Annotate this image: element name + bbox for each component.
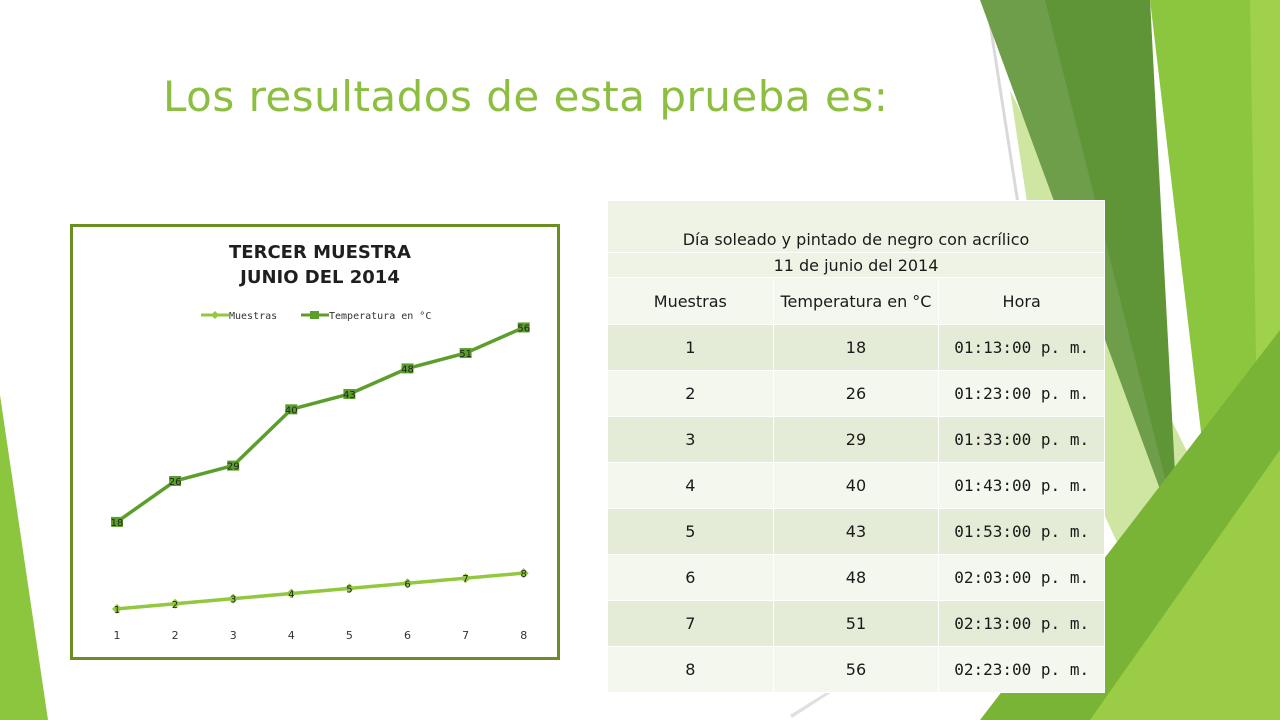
cell-temperatura: 56 — [772, 646, 940, 693]
cell-muestra: 1 — [607, 324, 774, 371]
series-marker — [459, 348, 472, 359]
cell-temperatura: 29 — [772, 416, 940, 463]
deco-left-triangle — [0, 395, 48, 720]
series-marker — [170, 598, 181, 609]
cell-muestra: 2 — [607, 370, 774, 417]
data-label: 5 — [346, 584, 352, 595]
data-label: 8 — [521, 569, 527, 580]
series-line-1 — [116, 571, 524, 611]
chart-canvas: TERCER MUESTRA JUNIO DEL 2014 Muestras Te… — [111, 242, 530, 642]
data-label: 40 — [285, 405, 298, 416]
line-chart: TERCER MUESTRA JUNIO DEL 2014 Muestras Te… — [70, 224, 560, 660]
x-tick-label: 7 — [462, 629, 469, 642]
cell-muestra: 8 — [607, 646, 774, 693]
cell-temperatura: 43 — [772, 508, 940, 555]
cell-temperatura: 51 — [772, 600, 940, 647]
series-marker — [402, 578, 413, 589]
header-temperatura: Temperatura en °C — [772, 277, 940, 325]
series-marker — [286, 588, 297, 599]
header-hora: Hora — [938, 277, 1105, 325]
data-label: 18 — [111, 518, 124, 529]
deco-bottom-fan-light — [1090, 450, 1280, 720]
x-tick-label: 4 — [288, 629, 295, 642]
table-row: 5 43 01:53:00 p. m. — [607, 508, 1105, 555]
cell-hora: 01:53:00 p. m. — [938, 508, 1105, 555]
series-marker — [111, 516, 123, 527]
deco-thin-line — [988, 20, 1022, 220]
series-line-2 — [115, 325, 525, 524]
series-marker — [285, 404, 298, 415]
x-tick-label: 1 — [114, 629, 121, 642]
results-table: Día soleado y pintado de negro con acríl… — [607, 200, 1105, 693]
series-marker — [227, 460, 240, 471]
legend-marker — [310, 311, 319, 319]
x-tick-label: 5 — [346, 629, 353, 642]
table-row: 6 48 02:03:00 p. m. — [607, 554, 1105, 601]
cell-temperatura: 18 — [772, 324, 940, 371]
table-caption-line1: Día soleado y pintado de negro con acríl… — [607, 200, 1105, 253]
data-label: 4 — [288, 590, 294, 601]
chart-title-line1: TERCER MUESTRA — [229, 242, 411, 263]
cell-hora: 01:43:00 p. m. — [938, 462, 1105, 509]
data-label: 3 — [230, 595, 236, 606]
cell-muestra: 5 — [607, 508, 774, 555]
series-marker — [344, 583, 355, 594]
legend-label: Temperatura en °C — [329, 311, 431, 322]
cell-hora: 02:03:00 p. m. — [938, 554, 1105, 601]
series-marker — [112, 603, 122, 614]
table-row: 4 40 01:43:00 p. m. — [607, 462, 1105, 509]
data-label: 43 — [343, 390, 356, 401]
header-muestras: Muestras — [607, 277, 774, 325]
data-label: 2 — [172, 600, 178, 611]
cell-muestra: 3 — [607, 416, 774, 463]
data-label: 51 — [459, 349, 472, 360]
series-marker — [343, 388, 356, 399]
cell-temperatura: 26 — [772, 370, 940, 417]
data-label: 56 — [517, 323, 530, 334]
table-row: 3 29 01:33:00 p. m. — [607, 416, 1105, 463]
data-label: 29 — [227, 462, 240, 473]
table-row: 2 26 01:23:00 p. m. — [607, 370, 1105, 417]
deco-lower-line — [790, 690, 832, 718]
series-marker — [169, 475, 182, 486]
x-tick-label: 6 — [404, 629, 411, 642]
table-caption-row-2: 11 de junio del 2014 — [607, 252, 1105, 278]
series-marker — [460, 573, 471, 584]
table-row: 1 18 01:13:00 p. m. — [607, 324, 1105, 371]
series-marker — [401, 363, 414, 374]
legend-label: Muestras — [229, 311, 277, 322]
cell-hora: 01:13:00 p. m. — [938, 324, 1105, 371]
data-label: 48 — [401, 364, 414, 375]
cell-hora: 02:13:00 p. m. — [938, 600, 1105, 647]
chart-legend: Muestras Temperatura en °C — [201, 311, 431, 322]
cell-muestra: 6 — [607, 554, 774, 601]
slide-title: Los resultados de esta prueba es: — [163, 72, 889, 121]
deco-mid-triangle — [1045, 0, 1178, 530]
data-label: 26 — [169, 477, 182, 488]
cell-muestra: 7 — [607, 600, 774, 647]
data-label: 6 — [404, 579, 410, 590]
chart-title-line2: JUNIO DEL 2014 — [238, 267, 400, 288]
data-label: 7 — [462, 574, 468, 585]
table-row: 7 51 02:13:00 p. m. — [607, 600, 1105, 647]
cell-temperatura: 48 — [772, 554, 940, 601]
series-marker — [517, 322, 530, 333]
x-tick-label: 8 — [520, 629, 527, 642]
cell-hora: 01:33:00 p. m. — [938, 416, 1105, 463]
data-label: 1 — [114, 605, 120, 616]
table-header-row: Muestras Temperatura en °C Hora — [607, 277, 1105, 325]
series-marker — [518, 568, 529, 579]
table-caption-line2: 11 de junio del 2014 — [607, 252, 1105, 278]
legend-marker — [211, 311, 219, 319]
table-caption-row: Día soleado y pintado de negro con acríl… — [607, 200, 1105, 253]
table-row: 8 56 02:23:00 p. m. — [607, 646, 1105, 693]
cell-temperatura: 40 — [772, 462, 940, 509]
cell-hora: 01:23:00 p. m. — [938, 370, 1105, 417]
cell-hora: 02:23:00 p. m. — [938, 646, 1105, 693]
x-tick-label: 2 — [172, 629, 179, 642]
series-marker — [228, 593, 239, 604]
x-tick-label: 3 — [230, 629, 237, 642]
cell-muestra: 4 — [607, 462, 774, 509]
